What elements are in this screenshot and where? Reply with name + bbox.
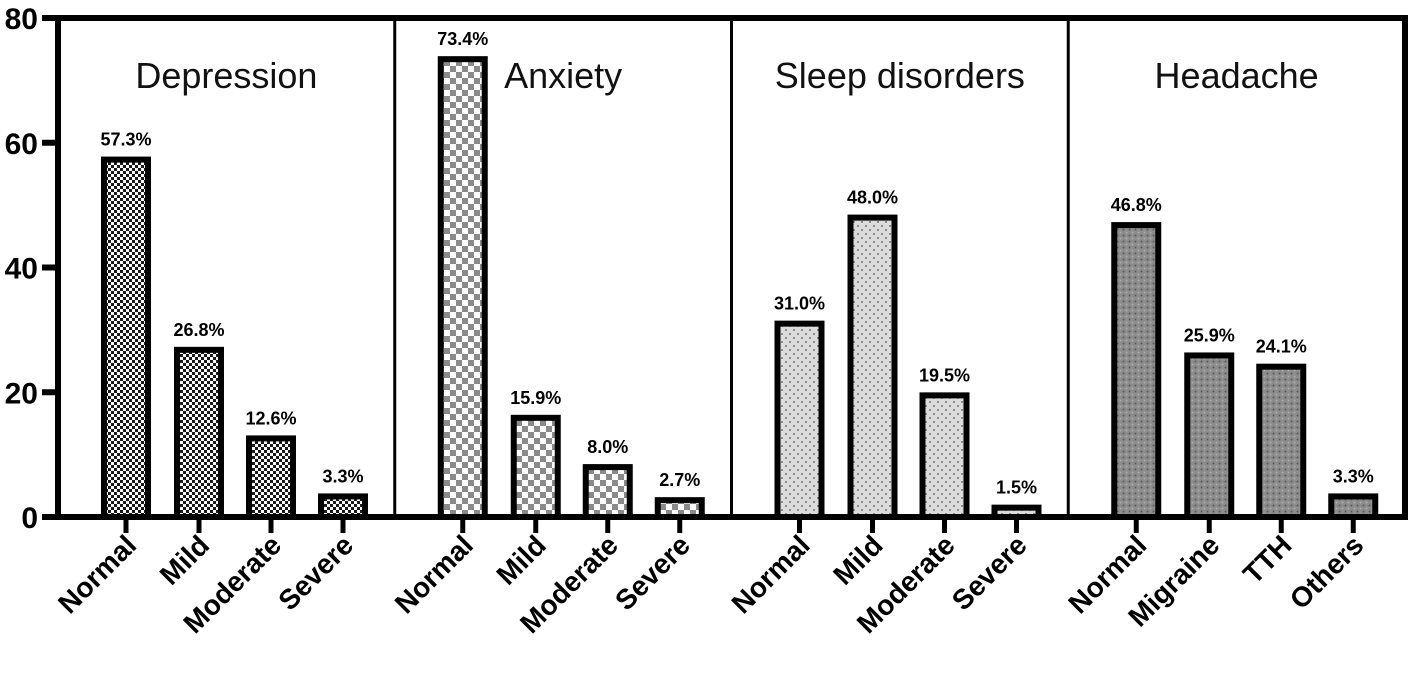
data-label: 15.9% (510, 388, 561, 408)
bar-tth (1256, 363, 1307, 520)
bar-mild (174, 346, 224, 520)
panel-title: Sleep disorders (775, 55, 1025, 96)
x-tick-label: Mild (490, 529, 552, 591)
bar-moderate (919, 392, 970, 520)
y-tick-label: 20 (5, 377, 38, 410)
data-label: 48.0% (847, 188, 898, 208)
bar-migraine (1184, 352, 1235, 521)
bar-others (1328, 493, 1379, 521)
y-tick-label: 60 (5, 128, 38, 161)
data-label: 25.9% (1184, 325, 1235, 345)
y-tick-label: 0 (21, 502, 38, 535)
bar-normal (101, 156, 151, 520)
plot-frame (55, 15, 1408, 520)
bar-moderate (246, 435, 296, 520)
y-tick-label: 80 (5, 3, 38, 36)
x-tick-label: Severe (272, 529, 359, 616)
bar-mild (510, 414, 561, 521)
panel-title: Depression (135, 55, 317, 96)
data-label: 3.3% (322, 466, 363, 486)
data-label: 31.0% (774, 294, 825, 314)
data-label: 57.3% (100, 130, 151, 150)
data-label: 1.5% (996, 478, 1037, 498)
panel-title: Anxiety (504, 55, 622, 96)
data-label: 73.4% (437, 29, 488, 49)
x-tick-label: Normal (52, 529, 142, 619)
bar-moderate (582, 464, 633, 521)
data-label: 19.5% (919, 365, 970, 385)
data-label: 24.1% (1256, 337, 1307, 357)
data-label: 8.0% (587, 437, 628, 457)
x-tick-label: Mild (154, 529, 216, 591)
bar-normal (1111, 222, 1162, 521)
x-tick-label: Severe (946, 529, 1033, 616)
bar-normal (774, 320, 825, 521)
x-tick-label: Others (1284, 529, 1370, 615)
data-label: 3.3% (1333, 466, 1374, 486)
data-label: 2.7% (659, 470, 700, 490)
x-tick-label: Normal (726, 529, 816, 619)
x-tick-label: Mild (827, 529, 889, 591)
panel-title: Headache (1155, 55, 1319, 96)
data-label: 26.8% (173, 320, 224, 340)
bar-normal (437, 56, 488, 520)
data-label: 12.6% (245, 408, 296, 428)
x-tick-label: Normal (389, 529, 479, 619)
bar-mild (847, 214, 898, 520)
x-tick-label: TTH (1237, 529, 1297, 589)
data-label: 46.8% (1111, 195, 1162, 215)
bar-severe (318, 493, 368, 521)
x-tick-label: Severe (609, 529, 696, 616)
y-tick-label: 40 (5, 253, 38, 286)
